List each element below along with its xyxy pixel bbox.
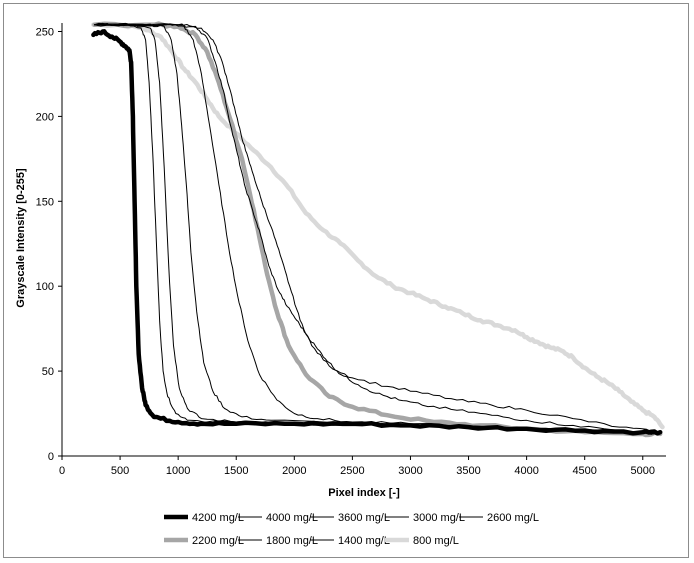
chart-frame xyxy=(3,3,689,558)
legend-label: 800 mg/L xyxy=(413,535,459,547)
x-tick-label: 0 xyxy=(59,465,65,477)
series-line-1800-mg-l xyxy=(94,23,661,433)
y-tick-label: 150 xyxy=(36,196,54,208)
legend-label: 2600 mg/L xyxy=(487,512,539,524)
x-tick-label: 4000 xyxy=(514,465,538,477)
legend-label: 4200 mg/L xyxy=(192,512,244,524)
x-axis-title: Pixel index [-] xyxy=(328,487,400,499)
y-tick-label: 100 xyxy=(36,281,54,293)
series-line-1400-mg-l xyxy=(94,23,661,435)
y-tick-label: 50 xyxy=(42,366,54,378)
series-line-2600-mg-l xyxy=(94,23,661,435)
axes: 0 500 1000 1500 2000 2500 3000 3500 4000 4500 5000… xyxy=(36,23,666,477)
legend-label: 1800 mg/L xyxy=(266,535,318,547)
y-tick-label: 250 xyxy=(36,26,54,38)
y-axis-title: Grayscale Intensity [0-255] xyxy=(15,168,27,308)
y-tick-label: 0 xyxy=(48,451,54,463)
x-tick-label: 3000 xyxy=(398,465,422,477)
legend-label: 2200 mg/L xyxy=(192,535,244,547)
x-tick-label: 4500 xyxy=(572,465,596,477)
legend-label: 1400 mg/L xyxy=(338,535,390,547)
series-line-4000-mg-l xyxy=(94,22,661,435)
x-tick-label: 1500 xyxy=(224,465,248,477)
x-tick-label: 3500 xyxy=(456,465,480,477)
legend-label: 3600 mg/L xyxy=(338,512,390,524)
x-tick-label: 5000 xyxy=(631,465,655,477)
series-line-800-mg-l xyxy=(91,22,665,430)
x-tick-label: 2500 xyxy=(340,465,364,477)
x-tick-label: 500 xyxy=(111,465,129,477)
legend-label: 3000 mg/L xyxy=(413,512,465,524)
y-tick-label: 200 xyxy=(36,111,54,123)
series-line-2200-mg-l xyxy=(92,21,663,438)
legend-label: 4000 mg/L xyxy=(266,512,318,524)
series-line-3000-mg-l xyxy=(94,22,661,435)
x-tick-label: 2000 xyxy=(282,465,306,477)
x-tick-label: 1000 xyxy=(166,465,190,477)
series-layer xyxy=(91,21,665,438)
series-line-3600-mg-l xyxy=(94,22,661,435)
legend: 4200 mg/L 4000 mg/L 3600 mg/L 3000 mg/L 2600… xyxy=(164,512,539,547)
